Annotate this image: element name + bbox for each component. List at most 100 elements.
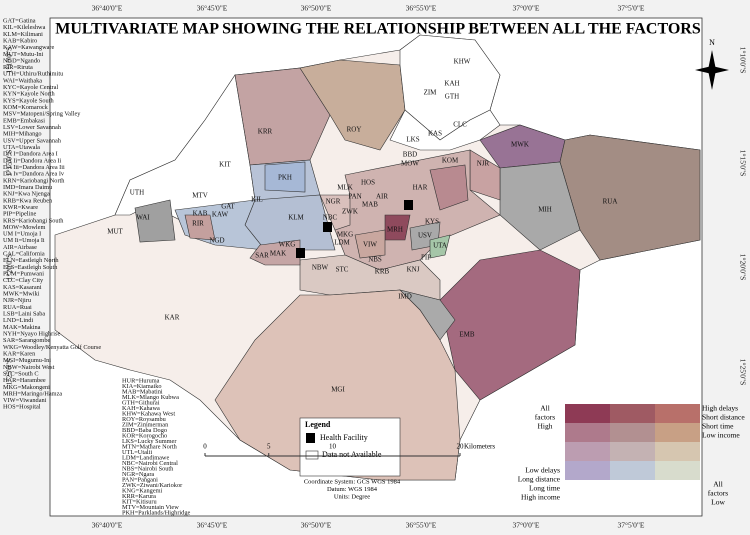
abbreviation: KYS=Kayole South — [3, 97, 54, 104]
abbreviation: UTA=Utawala — [3, 144, 40, 151]
bivariate-label: Long time — [529, 484, 561, 493]
abbreviation: UTL=Utalii — [122, 449, 152, 456]
abbreviation: RUA=Ruai — [3, 304, 32, 311]
health-facility-icon — [404, 200, 413, 210]
abbreviation: MLK=Mlango Kubwa — [122, 394, 179, 401]
region-label: WKG — [279, 241, 296, 249]
bivariate-cell — [610, 461, 655, 480]
scale-label: 20 — [457, 443, 465, 451]
region-label: LKS — [406, 136, 419, 144]
region — [249, 239, 301, 266]
region-label: BBD — [403, 151, 417, 159]
abbreviation: CAL=California — [3, 251, 45, 258]
region — [499, 161, 581, 251]
abbreviation: VIW=Viwandani — [3, 397, 47, 404]
abbreviation: KAH=Kahawa — [122, 405, 160, 412]
region-label: KIT — [219, 161, 231, 169]
abbreviation: ELS=Eastleigh South — [3, 264, 58, 271]
longitude-label: 36°55'0"E — [406, 521, 437, 530]
bivariate-cell — [565, 461, 610, 480]
longitude-label: 36°55'0"E — [406, 4, 437, 13]
region-label: MKG — [337, 231, 353, 239]
longitude-label: 36°40'0"E — [92, 521, 123, 530]
abbreviation: MAK=Makina — [3, 324, 41, 331]
region — [389, 109, 501, 151]
longitude-label: 36°50'0"E — [301, 521, 332, 530]
abbreviation: KAS=Kasarani — [3, 284, 42, 291]
region — [429, 234, 451, 259]
bivariate-label: Long distance — [518, 475, 561, 484]
abbreviation: PAN=Pangani — [122, 476, 158, 483]
region-label: KIL — [251, 196, 263, 204]
abbreviation: KLM=Kilimani — [3, 31, 43, 38]
scale-label: 10 — [329, 443, 337, 451]
abbreviation: LSB=Laini Saba — [3, 310, 45, 317]
region-label: EMB — [459, 331, 475, 339]
abbreviation: KNJ=Kwa Njenga — [3, 191, 50, 198]
region-label: IMD — [398, 293, 412, 301]
region-label: STC — [336, 266, 349, 274]
abbreviation: UM I=Umoja I — [3, 231, 41, 238]
coordinate-info: Units: Degree — [334, 493, 370, 500]
scale-unit: Kilometers — [464, 443, 495, 451]
north-arrow-shape — [695, 66, 729, 74]
abbreviation: MKG=Makongeni — [3, 384, 50, 391]
legend-item: Health Facility — [320, 433, 368, 442]
region-label: PIP — [421, 254, 431, 262]
coordinate-info: Coordinate System: GCS WGS 1984 — [304, 478, 401, 485]
legend-item: Data not Available — [322, 450, 382, 459]
region-label: MRH — [387, 226, 403, 234]
region — [264, 161, 306, 193]
abbreviation: ZWK=Ziwani/Kariokor — [122, 482, 183, 489]
bivariate-label: High delays — [702, 404, 738, 413]
region-label: RIR — [192, 220, 204, 228]
bivariate-label: All — [540, 404, 550, 413]
health-facility-icon — [296, 248, 305, 258]
abbreviation: DA I=Dandora Area I — [3, 151, 58, 158]
abbreviation: UM Ii=Umoja Ii — [3, 237, 45, 244]
bivariate-label: Low delays — [525, 466, 560, 475]
abbreviation: MTN=Mathare North — [122, 443, 178, 450]
bivariate-cell — [655, 423, 700, 442]
abbreviation: MAB=Mabatini — [122, 388, 163, 395]
abbreviation: AIR=Airbase — [3, 244, 37, 251]
region-label: NGR — [326, 198, 341, 206]
region-label: KRR — [258, 128, 273, 136]
bivariate-cell — [655, 442, 700, 461]
legend: Legend Health Facility Data not Availabl… — [299, 417, 401, 477]
abbreviation: SAR=Sarangombe — [3, 337, 50, 344]
region-label: MUT — [107, 228, 123, 236]
abbreviation: PUM=Pumwani — [3, 271, 44, 278]
abbreviation: MWK=Mwiki — [3, 291, 40, 298]
latitude-label: 1°15'0"S — [5, 150, 14, 177]
scale-label: 0 — [203, 443, 207, 451]
bivariate-cell — [655, 461, 700, 480]
latitude-label: 1°15'0"S — [738, 150, 747, 177]
abbreviation: KOM=Komarock — [3, 104, 49, 111]
region-label: KOM — [442, 157, 459, 165]
abbreviation: USV=Upper Savannah — [3, 137, 62, 144]
abbreviation: KNG=Kangemi — [122, 487, 163, 494]
region-label: UTH — [130, 189, 144, 197]
north-arrow: N — [695, 38, 729, 90]
bivariate-label: factors — [535, 413, 555, 422]
region — [354, 229, 386, 259]
abbreviation: WKG=Woodley/Kenyatta Golf Course — [3, 344, 101, 351]
latitude-label: 1°20'0"S — [5, 254, 14, 281]
bivariate-cell — [610, 423, 655, 442]
region-label: MTV — [192, 192, 208, 200]
latitude-label: 1°25'0"S — [5, 359, 14, 386]
abbreviation: NGR=Ngara — [122, 471, 154, 478]
latitude-label: 1°25'0"S — [738, 359, 747, 386]
longitude-label: 37°0'0"E — [513, 521, 540, 530]
abbreviation: ZIM=Zimmerman — [122, 421, 169, 428]
abbreviation: KAR=Karen — [3, 350, 36, 357]
north-label: N — [709, 38, 715, 47]
bivariate-cell — [610, 404, 655, 423]
region-label: KNJ — [407, 266, 420, 274]
region-label: HAR — [413, 184, 428, 192]
abbreviation: PIP=Pipeline — [3, 211, 36, 218]
region-label: RUA — [603, 198, 618, 206]
abbreviation: MGI=Mugumu-Ini — [3, 357, 51, 364]
